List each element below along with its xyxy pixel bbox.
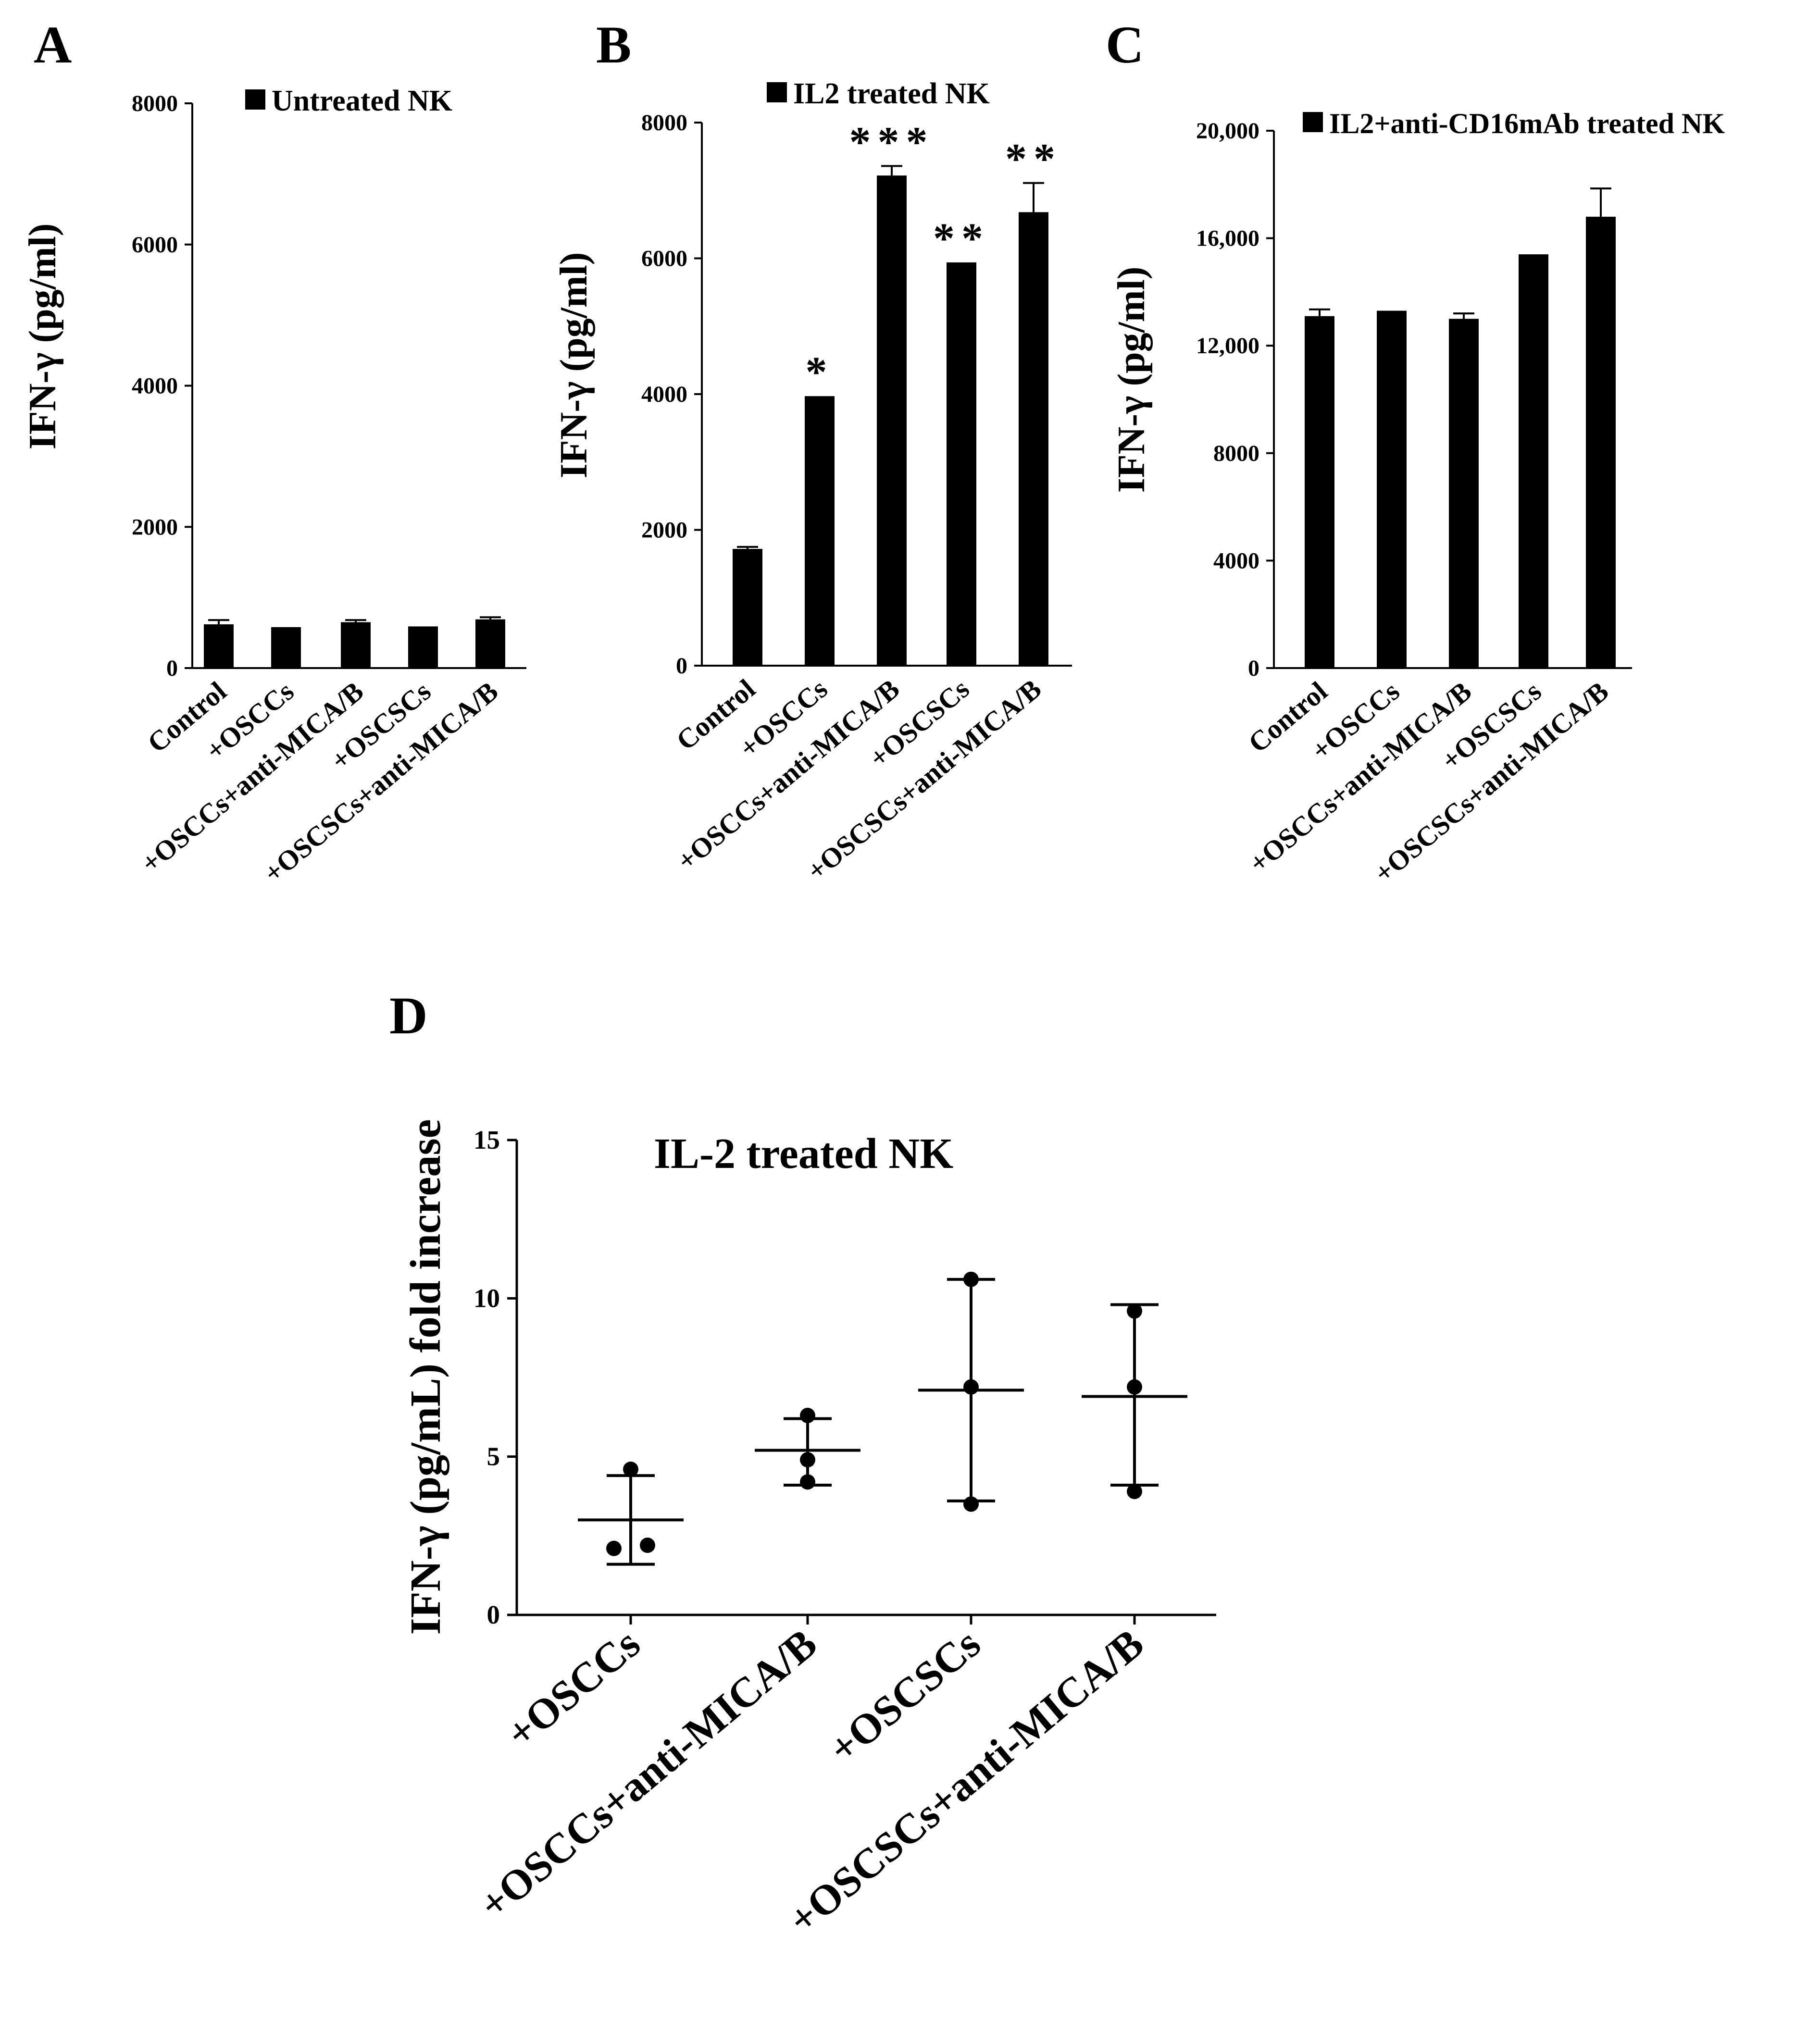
significance-marker: ** — [933, 215, 990, 262]
data-point — [1127, 1484, 1142, 1500]
y-axis-label: IFN-γ (pg/mL) fold increase — [402, 1119, 449, 1635]
bar — [1586, 216, 1616, 668]
y-tick-label: 16,000 — [1196, 226, 1259, 251]
bar — [733, 549, 762, 666]
data-point — [800, 1452, 815, 1468]
bar — [1305, 316, 1334, 668]
bar — [341, 622, 371, 668]
y-tick-label: 0 — [676, 653, 687, 679]
legend-label: IL2 treated NK — [793, 77, 990, 110]
bar — [475, 619, 505, 668]
data-point — [1127, 1303, 1142, 1319]
y-tick-label: 6000 — [132, 232, 178, 258]
bar — [1377, 310, 1407, 668]
significance-marker: * — [806, 348, 834, 396]
y-tick-label: 12,000 — [1196, 333, 1259, 359]
y-tick-label: 4000 — [1213, 548, 1259, 573]
data-point — [800, 1474, 815, 1490]
data-point — [640, 1538, 655, 1553]
y-tick-label: 2000 — [132, 514, 178, 540]
y-tick-label: 0 — [1248, 656, 1259, 681]
legend-label: Untreated NK — [272, 85, 452, 117]
y-tick-label: 10 — [474, 1283, 500, 1313]
data-point — [606, 1540, 622, 1556]
bar — [1519, 254, 1548, 668]
panel-letter: B — [596, 15, 631, 74]
panel-letter: D — [389, 986, 427, 1045]
y-tick-label: 2000 — [641, 518, 687, 543]
panel-letter: C — [1106, 15, 1144, 74]
y-tick-label: 0 — [166, 656, 178, 681]
y-tick-label: 15 — [474, 1125, 500, 1154]
y-tick-label: 20,000 — [1196, 118, 1259, 144]
bar — [947, 262, 976, 666]
significance-marker: ** — [1005, 136, 1062, 183]
bar — [1019, 212, 1048, 666]
y-tick-label: 8000 — [132, 91, 178, 116]
legend-label: IL2+anti-CD16mAb treated NK — [1329, 108, 1725, 139]
data-point — [1127, 1379, 1142, 1395]
bar — [271, 627, 301, 668]
y-tick-label: 0 — [487, 1600, 500, 1629]
legend-swatch — [245, 89, 265, 110]
y-tick-label: 8000 — [641, 110, 687, 136]
bar — [805, 396, 835, 666]
chart-title: IL-2 treated NK — [654, 1130, 953, 1178]
data-point — [623, 1462, 638, 1477]
data-point — [963, 1379, 979, 1395]
data-point — [800, 1408, 815, 1424]
data-point — [963, 1271, 979, 1287]
bar — [204, 624, 234, 668]
bar — [877, 175, 907, 666]
bar — [408, 626, 438, 668]
y-tick-label: 6000 — [641, 246, 687, 272]
panel-letter: A — [34, 15, 72, 74]
y-axis-label: IFN-γ (pg/ml) — [553, 252, 595, 479]
data-point — [963, 1496, 979, 1512]
legend-swatch — [767, 82, 787, 102]
legend-swatch — [1303, 112, 1323, 132]
y-tick-label: 4000 — [132, 373, 178, 399]
y-tick-label: 8000 — [1213, 441, 1259, 466]
bar — [1449, 319, 1479, 668]
y-axis-label: IFN-γ (pg/ml) — [1110, 267, 1153, 493]
significance-marker: *** — [849, 118, 935, 166]
y-tick-label: 5 — [487, 1442, 500, 1471]
y-axis-label: IFN-γ (pg/ml) — [22, 223, 64, 450]
y-tick-label: 4000 — [641, 382, 687, 407]
